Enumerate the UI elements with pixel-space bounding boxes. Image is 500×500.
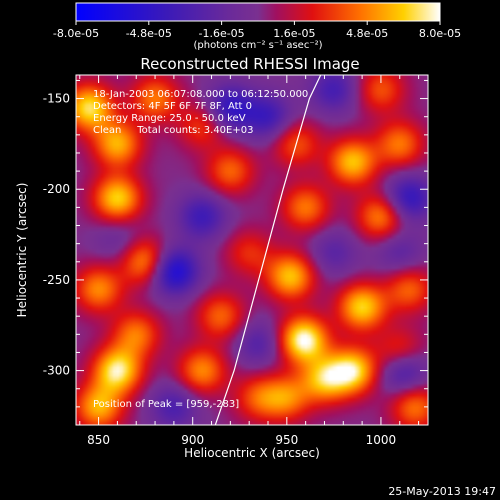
colorbar-tick-label: -4.8e-05 [126,27,172,40]
colorbar [75,2,441,22]
x-tick-label: 900 [181,433,204,447]
annotation-clean-counts: Clean Total counts: 3.40E+03 [93,125,253,136]
x-tick-label: 950 [275,433,298,447]
plot-frame [75,74,429,426]
y-tick-label: -150 [43,92,70,106]
colorbar-tick-label: 1.6e-05 [273,27,315,40]
heatmap-image [76,75,428,425]
colorbar-tick-label: -1.6e-05 [198,27,244,40]
colorbar-unit-label: (photons cm⁻² s⁻¹ asec⁻²) [193,40,322,51]
annotation-detectors: Detectors: 4F 5F 6F 7F 8F, Att 0 [93,101,252,112]
peak-position-label: Position of Peak = [959,-283] [93,399,239,410]
colorbar-tick-label: 4.8e-05 [346,27,388,40]
annotation-time-range: 18-Jan-2003 06:07:08.000 to 06:12:50.000 [93,89,308,100]
x-tick-label: 850 [87,433,110,447]
colorbar-tick-label: 8.0e-05 [419,27,461,40]
y-tick-label: -300 [43,364,70,378]
solar-limb-curve [214,75,322,425]
footer-timestamp: 25-May-2013 19:47 [388,485,496,498]
colorbar-ticks: -8.0e-05 -4.8e-05 -1.6e-05 1.6e-05 4.8e-05 8.… [53,21,461,40]
y-tick-label: -200 [43,182,70,196]
axis-ticks: 850 900 950 1000 -300 -250 -200 -150 [43,75,428,447]
x-tick-label: 1000 [366,433,397,447]
annotation-energy-range: Energy Range: 25.0 - 50.0 keV [93,113,246,124]
y-axis-label: Heliocentric Y (arcsec) [15,183,29,318]
chart-title: Reconstructed RHESSI Image [140,55,359,73]
colorbar-tick-label: -8.0e-05 [53,27,99,40]
x-axis-label: Heliocentric X (arcsec) [184,446,320,460]
y-tick-label: -250 [43,273,70,287]
